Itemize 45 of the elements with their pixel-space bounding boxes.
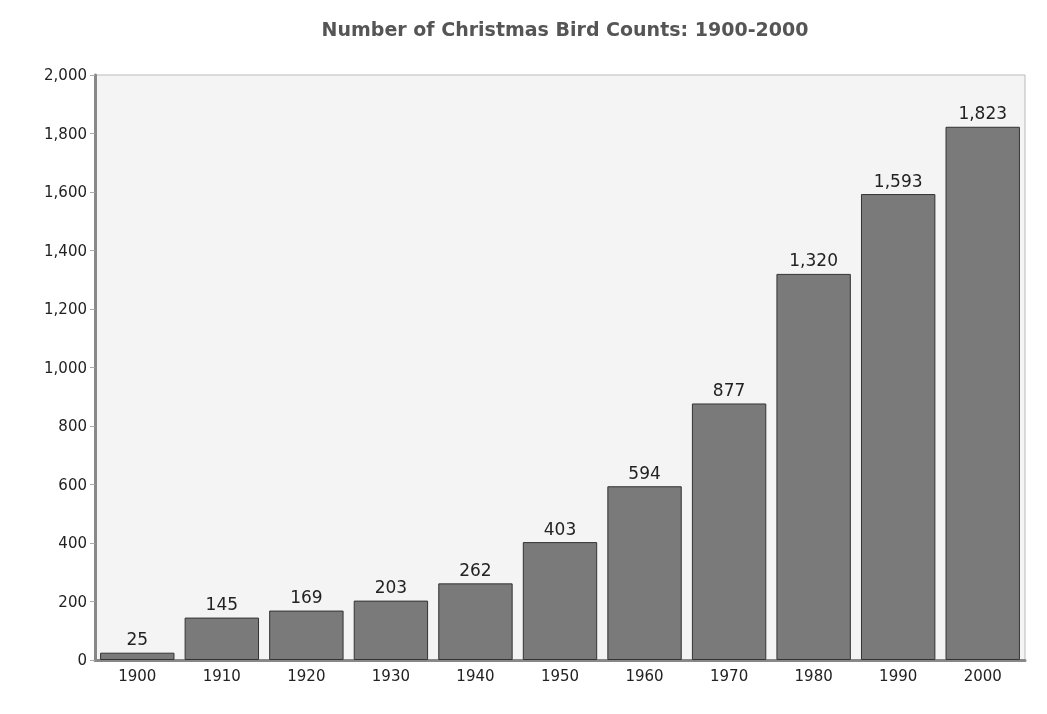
x-tick-label: 1940 [456, 666, 495, 685]
data-label: 877 [712, 379, 746, 400]
x-tick-label: 1910 [202, 666, 241, 685]
data-label: 594 [628, 462, 661, 483]
chart-title: Number of Christmas Bird Counts: 1900-2000 [321, 17, 809, 40]
x-tick-label: 1900 [118, 666, 157, 685]
y-tick-label: 1,800 [44, 124, 87, 143]
data-label: 169 [290, 587, 323, 608]
x-tick-label: 1980 [794, 666, 833, 685]
y-tick-label: 400 [58, 534, 87, 552]
bar [776, 273, 851, 660]
x-tick-label: 1970 [710, 666, 749, 685]
data-label: 203 [374, 577, 408, 598]
bar [691, 403, 767, 660]
bar [353, 600, 429, 660]
bar [522, 542, 598, 660]
y-tick-label: 0 [77, 651, 87, 669]
bar [100, 652, 175, 660]
y-tick-label: 1,600 [44, 183, 87, 201]
x-tick-label: 1930 [371, 666, 410, 685]
y-tick-label: 1,000 [44, 358, 87, 377]
data-label: 1,320 [789, 250, 838, 271]
bar [438, 583, 513, 660]
y-tick-label: 600 [58, 475, 87, 494]
data-label: 262 [459, 559, 492, 580]
y-tick-label: 2,000 [44, 66, 87, 84]
data-label: 403 [543, 518, 577, 539]
y-tick-label: 200 [58, 592, 87, 611]
y-tick-label: 1,400 [44, 241, 87, 260]
bar [945, 126, 1020, 660]
bar [184, 617, 260, 660]
bar [860, 194, 936, 660]
y-tick-label: 1,200 [44, 300, 87, 318]
x-tick-label: 1950 [540, 666, 580, 685]
x-tick-label: 2000 [963, 666, 1002, 685]
data-label: 25 [126, 629, 149, 650]
data-label: 1,823 [958, 103, 1008, 124]
data-label: 145 [205, 594, 239, 615]
x-tick-label: 1920 [287, 666, 326, 685]
y-tick-label: 800 [58, 417, 87, 435]
x-tick-label: 1990 [879, 666, 918, 685]
bar [607, 486, 682, 660]
bar [269, 610, 344, 660]
x-tick-label: 1960 [625, 666, 664, 685]
data-label: 1,593 [873, 170, 923, 191]
